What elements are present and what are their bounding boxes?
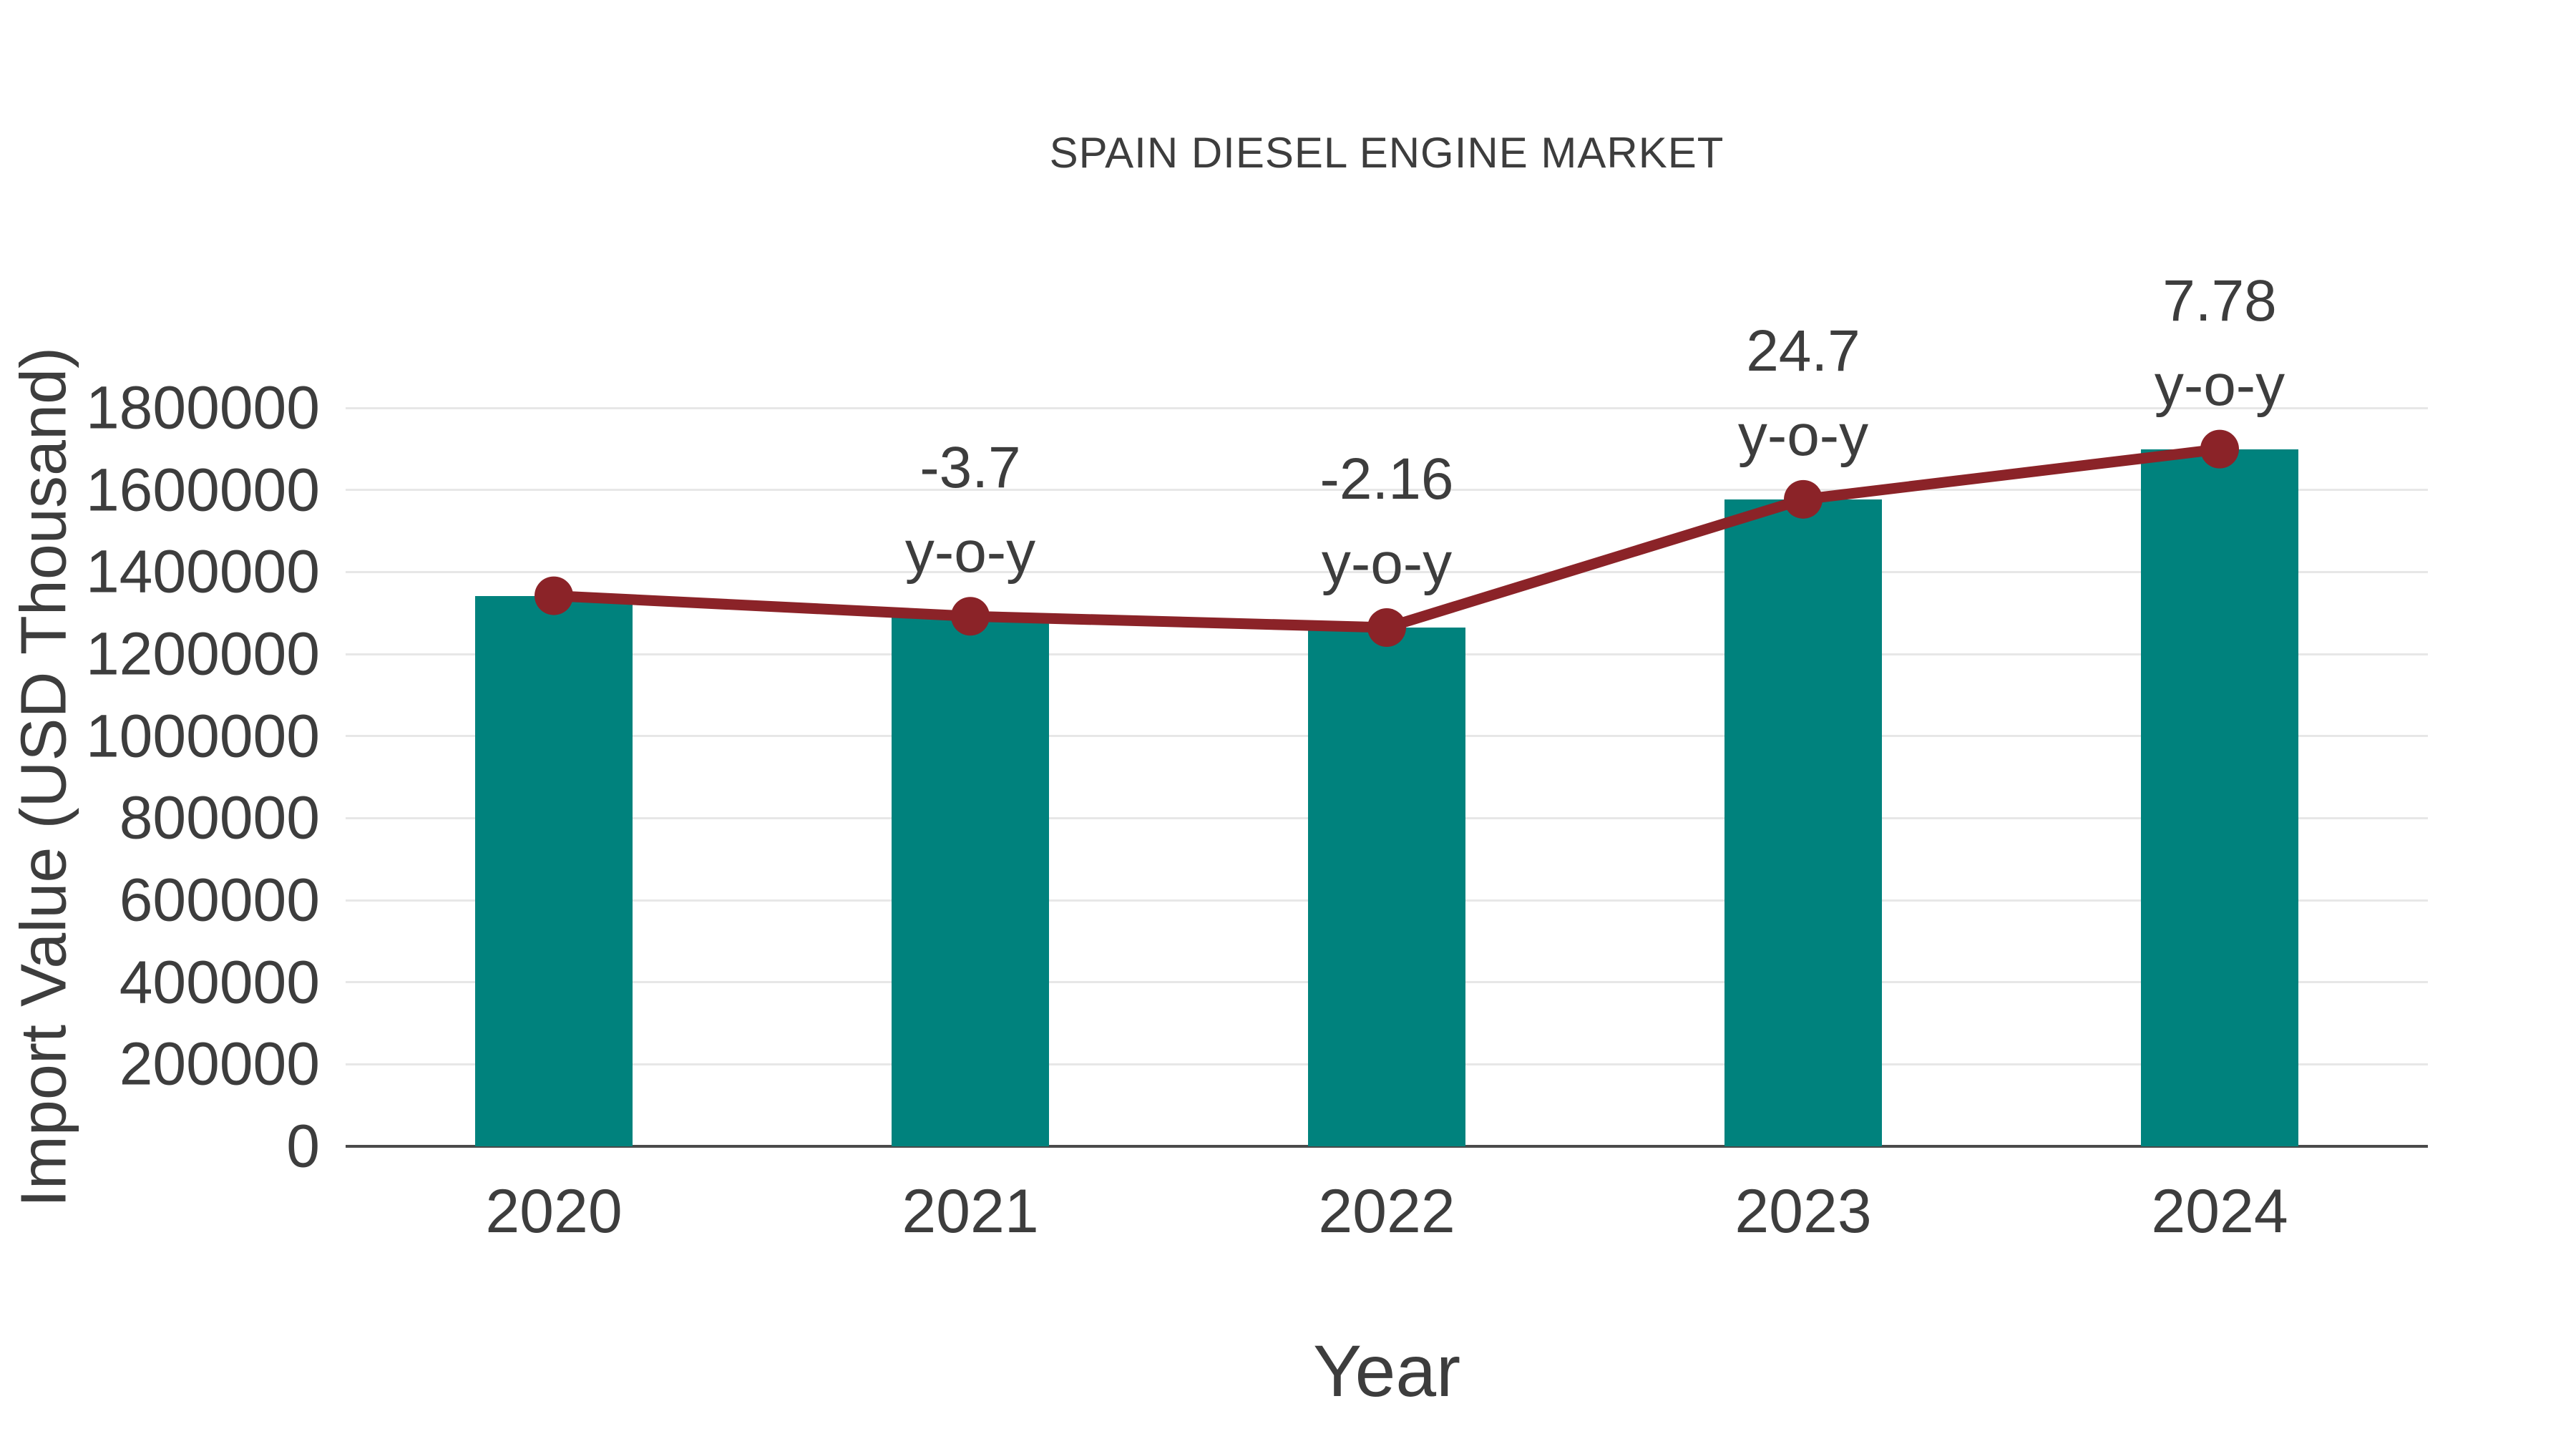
x-tick-label-2023: 2023: [1735, 1177, 1872, 1246]
data-point-marker-2024: [2200, 429, 2239, 469]
bar-2020: [475, 595, 633, 1146]
x-axis-line: [346, 1145, 2428, 1148]
chart-title: SPAIN DIESEL ENGINE MARKET: [1049, 129, 1724, 177]
yoy-annotation-2024: 7.78 y-o-y: [2155, 259, 2285, 428]
y-tick-label-1600000: 1600000: [85, 456, 320, 524]
x-tick-label-2024: 2024: [2151, 1177, 2288, 1246]
gridline-y-1800000: [346, 406, 2428, 409]
yoy-annotation-2023: 24.7 y-o-y: [1738, 309, 1868, 478]
y-tick-label-600000: 600000: [119, 866, 320, 934]
y-tick-label-1000000: 1000000: [85, 702, 320, 770]
yoy-value: -2.16: [1319, 447, 1454, 512]
x-tick-label-2021: 2021: [902, 1177, 1039, 1246]
yoy-suffix: y-o-y: [904, 519, 1036, 585]
x-axis-title: Year: [1312, 1330, 1461, 1412]
plot-area: -3.7 y-o-y -2.16 y-o-y 24.7 y-o-y 7.78 y-o-y: [346, 268, 2428, 1148]
yoy-annotation-2022: -2.16 y-o-y: [1320, 437, 1454, 606]
yoy-suffix: y-o-y: [1321, 531, 1453, 597]
y-tick-label-1200000: 1200000: [85, 620, 320, 688]
y-tick-label-200000: 200000: [119, 1030, 320, 1098]
gridline-y-1600000: [346, 489, 2428, 492]
y-tick-label-1400000: 1400000: [85, 537, 320, 605]
y-axis-tick-labels: 0 200000 400000 600000 800000 1000000 1200000 1…: [0, 374, 331, 1180]
yoy-annotation-2021: -3.7 y-o-y: [905, 426, 1035, 595]
bar-2024: [2141, 449, 2298, 1146]
x-tick-label-2022: 2022: [1318, 1177, 1455, 1246]
bar-2023: [1724, 499, 1882, 1146]
y-tick-label-0: 0: [286, 1112, 320, 1180]
yoy-suffix: y-o-y: [1737, 402, 1869, 468]
yoy-value: -3.7: [919, 435, 1021, 501]
data-point-marker-2022: [1367, 608, 1406, 648]
x-tick-label-2020: 2020: [485, 1177, 623, 1246]
bar-2022: [1308, 628, 1465, 1146]
yoy-line-series: [535, 429, 2239, 648]
y-tick-label-1800000: 1800000: [85, 374, 320, 441]
gridline-y-1400000: [346, 570, 2428, 573]
data-point-marker-2021: [951, 597, 990, 636]
x-axis-tick-labels: 2020 2021 2022 2023 2024: [346, 1168, 2428, 1254]
yoy-value: 7.78: [2162, 268, 2277, 333]
y-tick-label-800000: 800000: [119, 784, 320, 852]
yoy-value: 24.7: [1746, 318, 1860, 384]
data-point-marker-2023: [1784, 479, 1823, 519]
yoy-suffix: y-o-y: [2154, 352, 2285, 418]
bar-2021: [892, 616, 1049, 1146]
y-tick-label-400000: 400000: [119, 948, 320, 1016]
data-point-marker-2020: [535, 576, 573, 615]
